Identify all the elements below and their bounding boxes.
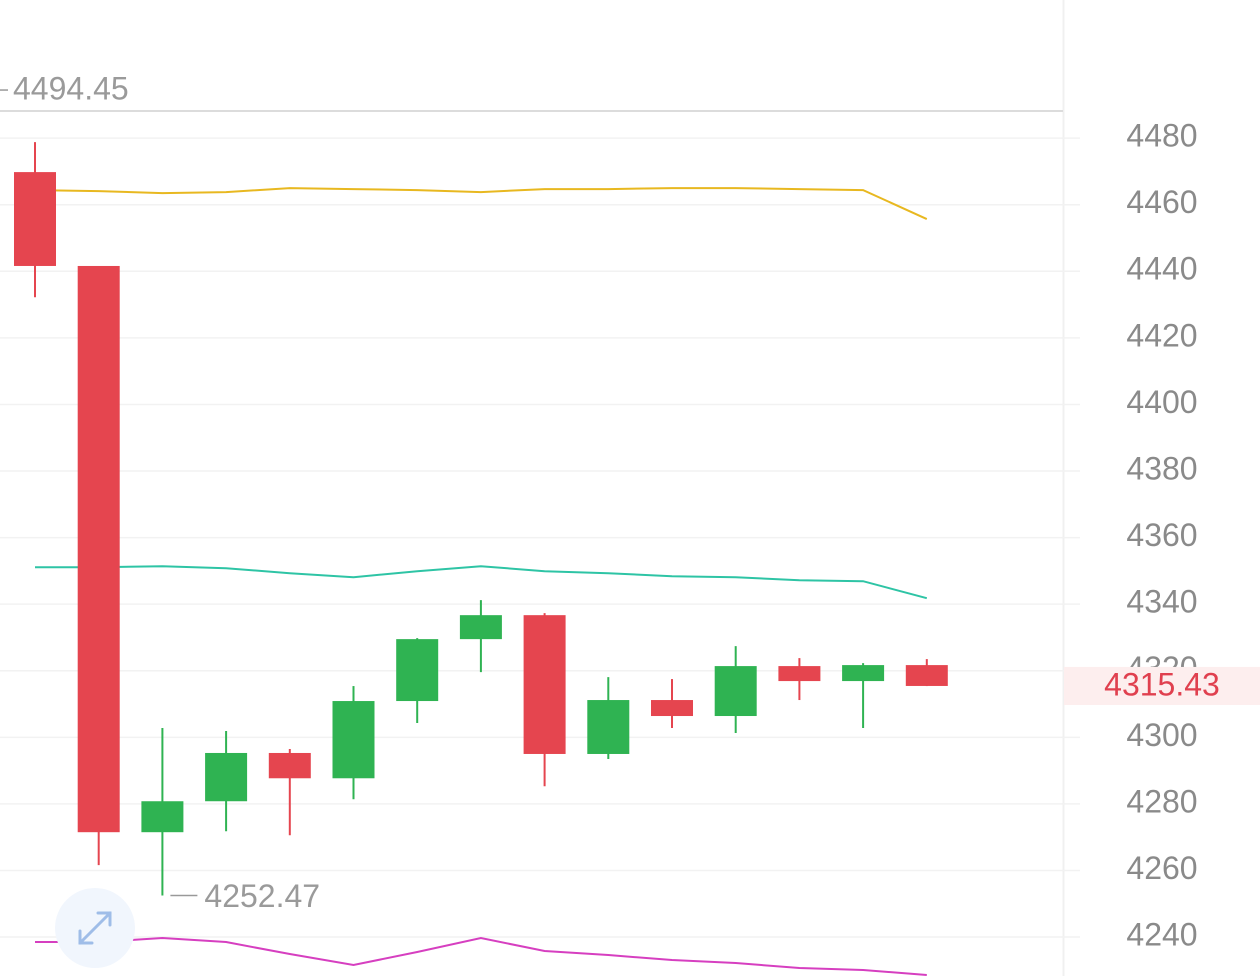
candle-body <box>651 700 693 717</box>
candle-body <box>268 752 311 779</box>
labels: 4240426042804300432043404360438044004420… <box>0 70 1260 953</box>
bands <box>34 187 928 976</box>
y-tick-label: 4300 <box>1126 717 1197 753</box>
y-tick-label: 4360 <box>1126 517 1197 553</box>
expand-button[interactable] <box>55 888 135 968</box>
low-marker-label: 4252.47 <box>204 878 320 914</box>
band-line <box>34 187 928 220</box>
candle-body <box>714 666 757 717</box>
y-tick-label: 4480 <box>1126 118 1197 154</box>
price-axis-panel <box>1063 0 1260 976</box>
candle-body <box>141 801 184 833</box>
band-line <box>35 937 927 976</box>
y-tick-label: 4340 <box>1126 584 1197 620</box>
candle-body <box>905 665 948 686</box>
candle-body <box>587 700 630 754</box>
candle-body <box>14 172 56 266</box>
candle-body <box>77 265 120 833</box>
candle-body <box>205 752 248 802</box>
candle-body <box>842 665 885 682</box>
y-tick-label: 4260 <box>1126 850 1197 886</box>
last-price-label: 4315.43 <box>1104 666 1220 702</box>
last-price-box <box>1064 666 1260 705</box>
candle-body <box>332 701 375 779</box>
y-tick-label: 4240 <box>1126 917 1197 953</box>
candle-body <box>396 639 439 702</box>
band-line <box>35 565 928 600</box>
y-tick-label: 4280 <box>1126 783 1197 819</box>
y-tick-label: 4440 <box>1126 251 1197 287</box>
high-marker-label: 4494.45 <box>13 70 129 106</box>
grid <box>0 137 1080 938</box>
y-tick-label: 4420 <box>1126 317 1197 353</box>
candles <box>14 142 948 896</box>
y-tick-label: 4400 <box>1126 384 1197 420</box>
candle-body <box>459 615 502 640</box>
y-tick-label: 4380 <box>1126 450 1197 486</box>
y-tick-label: 4460 <box>1126 184 1197 220</box>
candle-body <box>778 666 821 682</box>
candle-body <box>523 615 566 754</box>
